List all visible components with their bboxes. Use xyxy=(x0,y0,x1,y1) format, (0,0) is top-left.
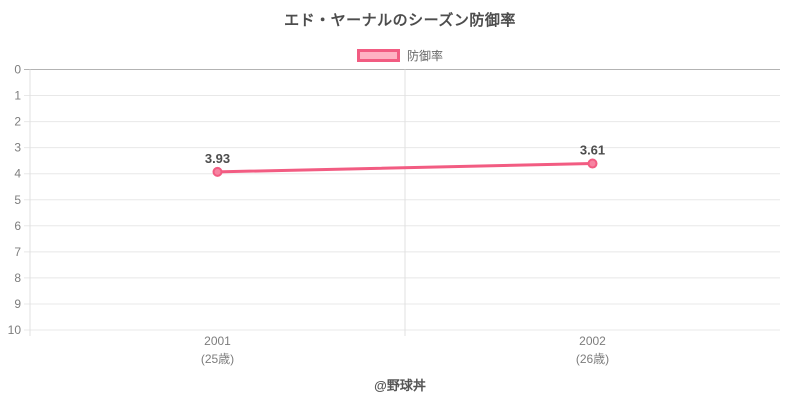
y-tick-label: 9 xyxy=(14,297,21,311)
legend: 防御率 xyxy=(0,47,800,63)
y-tick-label: 3 xyxy=(14,141,21,155)
chart-title: エド・ヤーナルのシーズン防御率 xyxy=(284,12,516,29)
x-category-label: 2001 xyxy=(204,334,231,348)
x-category-label: 2002 xyxy=(579,334,606,348)
data-point[interactable] xyxy=(587,158,598,169)
y-tick-label: 1 xyxy=(14,89,21,103)
y-tick-label: 8 xyxy=(14,271,21,285)
legend-label: 防御率 xyxy=(406,48,443,63)
footer-credit: @野球丼 xyxy=(374,378,426,393)
y-tick-label: 7 xyxy=(14,245,21,259)
point-value-label: 3.93 xyxy=(205,151,230,166)
y-tick-label: 6 xyxy=(14,219,21,233)
y-tick-label: 5 xyxy=(14,193,21,207)
legend-swatch-icon xyxy=(356,48,400,62)
point-value-label: 3.61 xyxy=(580,143,605,158)
x-category-sublabel: (25歳) xyxy=(201,352,234,366)
y-tick-label: 4 xyxy=(14,167,21,181)
y-tick-label: 0 xyxy=(14,63,21,77)
legend-item-era[interactable]: 防御率 xyxy=(356,47,443,64)
y-tick-label: 10 xyxy=(8,323,22,337)
x-category-sublabel: (26歳) xyxy=(576,352,609,366)
y-tick-label: 2 xyxy=(14,115,21,129)
series-line xyxy=(216,162,594,174)
data-point[interactable] xyxy=(212,166,223,177)
